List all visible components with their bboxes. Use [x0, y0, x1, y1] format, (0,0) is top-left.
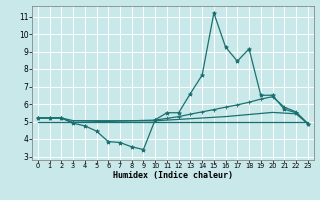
X-axis label: Humidex (Indice chaleur): Humidex (Indice chaleur) — [113, 171, 233, 180]
